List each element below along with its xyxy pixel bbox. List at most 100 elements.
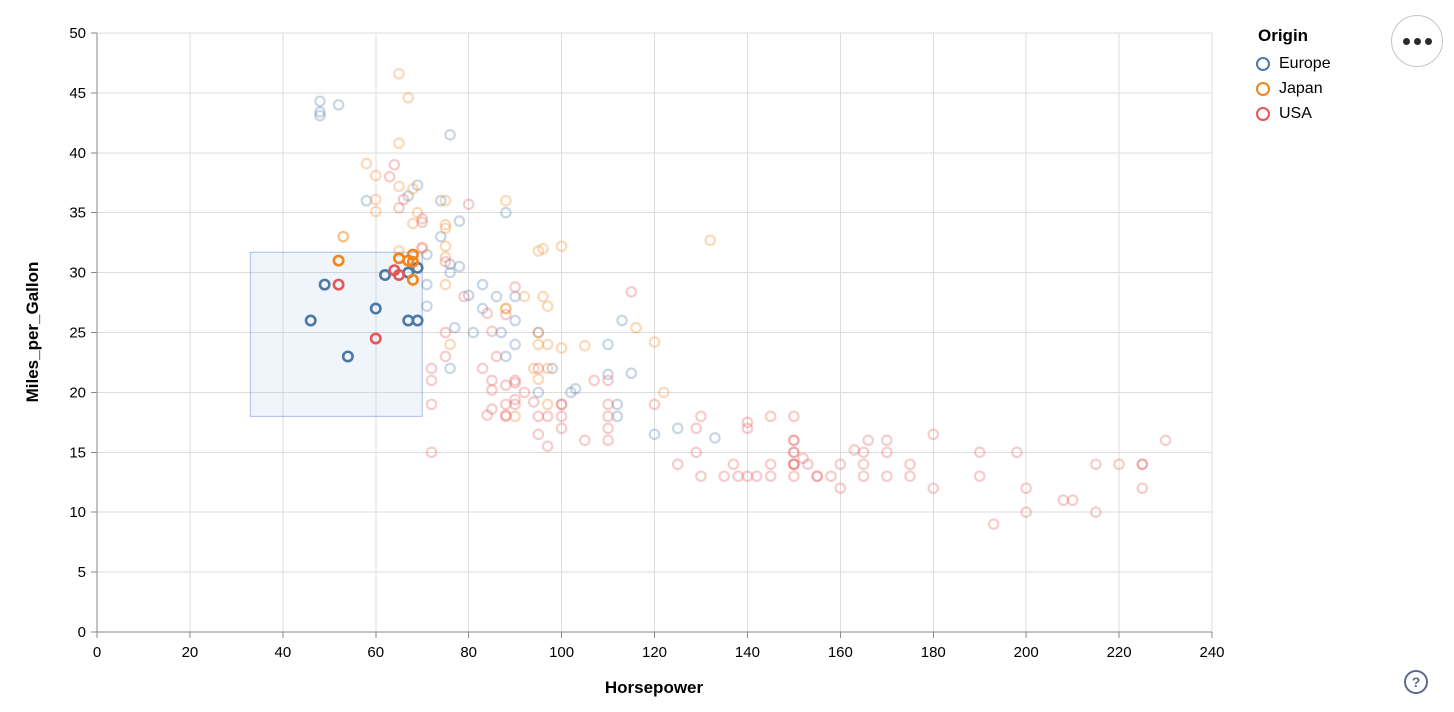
data-point <box>486 374 498 387</box>
data-point <box>602 398 614 411</box>
help-button[interactable]: ? <box>1404 670 1428 694</box>
data-point <box>360 194 373 207</box>
data-point <box>904 458 916 471</box>
svg-text:25: 25 <box>69 325 86 342</box>
data-point <box>439 240 452 253</box>
data-point <box>481 409 494 421</box>
data-point <box>337 230 350 243</box>
data-point <box>611 398 624 411</box>
data-point <box>648 398 661 411</box>
data-point <box>788 458 800 471</box>
data-point <box>360 157 373 170</box>
data-point <box>314 95 326 108</box>
data-point <box>476 362 489 375</box>
data-point <box>509 290 521 303</box>
data-point <box>811 470 823 483</box>
data-point <box>421 278 433 291</box>
data-point <box>416 212 429 225</box>
data-point <box>500 308 512 321</box>
data-point <box>527 396 540 408</box>
data-point <box>532 326 545 339</box>
data-point <box>764 470 777 483</box>
data-point <box>509 281 521 293</box>
data-point <box>388 158 401 171</box>
data-point <box>788 446 800 459</box>
data-point <box>481 307 494 320</box>
data-point <box>750 470 763 483</box>
data-point <box>588 374 600 387</box>
data-point <box>532 362 545 375</box>
data-point <box>616 314 628 327</box>
legend-label-europe: Europe <box>1279 55 1331 72</box>
data-point <box>788 434 800 447</box>
data-point <box>462 289 475 302</box>
data-point <box>602 422 614 435</box>
data-point <box>987 518 1000 530</box>
data-point <box>439 326 452 339</box>
data-point <box>369 205 382 218</box>
data-point <box>393 180 405 193</box>
data-point <box>690 446 703 459</box>
data-point <box>555 410 568 423</box>
svg-text:30: 30 <box>69 265 86 282</box>
data-point <box>709 432 721 444</box>
svg-text:0: 0 <box>78 624 86 641</box>
data-point <box>439 194 452 207</box>
data-point <box>532 386 545 399</box>
data-point <box>565 386 577 399</box>
data-point <box>369 302 382 315</box>
data-point <box>439 350 452 363</box>
data-point <box>695 470 707 483</box>
svg-text:140: 140 <box>735 644 760 661</box>
more-options-button[interactable] <box>1391 15 1443 67</box>
data-point <box>439 218 452 231</box>
data-point <box>555 398 568 411</box>
data-point <box>439 278 452 291</box>
data-point <box>764 410 777 423</box>
data-point <box>802 458 814 471</box>
europe-circle-icon <box>1256 57 1270 71</box>
data-point <box>392 268 405 281</box>
data-point <box>569 383 582 395</box>
svg-text:50: 50 <box>69 25 86 42</box>
brush-selection-rect[interactable] <box>249 251 423 417</box>
data-point <box>467 326 480 339</box>
svg-text:0: 0 <box>93 644 101 661</box>
svg-text:40: 40 <box>274 644 291 661</box>
data-point <box>811 470 823 483</box>
usa-circle-icon <box>1256 107 1270 121</box>
data-point <box>500 302 512 315</box>
data-point <box>411 179 424 191</box>
axes: 0 20 40 60 80 100 120 140 160 180 200 220 240 0 5 10 15 2… <box>69 25 1224 661</box>
svg-text:180: 180 <box>921 644 946 661</box>
data-point <box>602 434 614 447</box>
data-point <box>332 278 345 291</box>
data-point <box>532 245 545 257</box>
data-point <box>857 470 870 483</box>
data-point <box>486 325 498 338</box>
data-point <box>1066 494 1079 507</box>
data-point <box>393 202 405 214</box>
legend-item-japan: Japan <box>1256 81 1331 97</box>
data-point <box>527 362 540 375</box>
data-point <box>732 470 744 483</box>
data-point <box>695 410 707 423</box>
data-point <box>304 314 317 327</box>
data-point <box>1020 482 1032 495</box>
data-point <box>318 278 331 291</box>
svg-text:15: 15 <box>69 444 86 461</box>
data-point <box>421 300 433 312</box>
data-point <box>509 314 521 327</box>
data-point <box>537 242 549 255</box>
data-point <box>402 190 415 202</box>
data-point <box>625 285 638 298</box>
help-question-icon: ? <box>1411 674 1421 690</box>
data-point <box>579 339 591 352</box>
data-point <box>648 336 661 348</box>
data-point <box>862 434 875 447</box>
data-point <box>434 230 447 243</box>
data-point <box>764 458 777 471</box>
data-point <box>1136 458 1149 471</box>
